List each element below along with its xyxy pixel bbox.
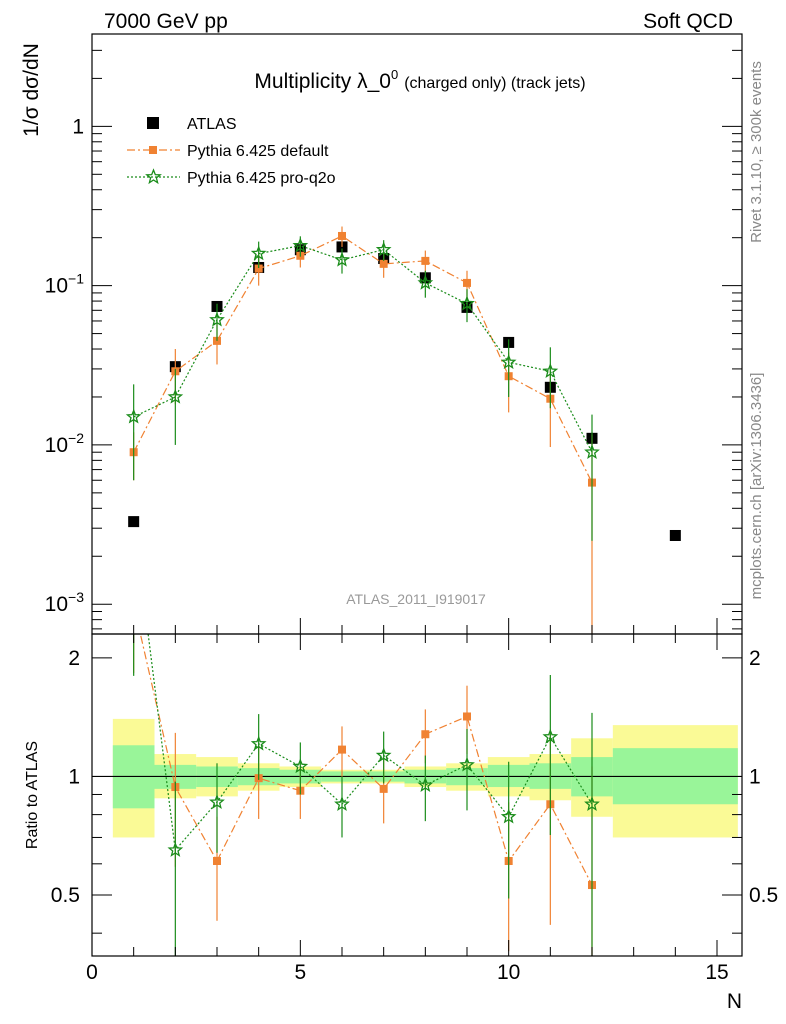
x-axis-title: N: [727, 990, 742, 1013]
data-point-pythia-6-425-pro-q2o-10: [542, 728, 559, 744]
legend-label-atlas: ATLAS: [187, 116, 237, 133]
chart-title-suffix: (charged only) (track jets): [404, 75, 585, 92]
legend-marker-pythia-proq2o: [145, 168, 162, 185]
legend-entry-pythia-default: Pythia 6.425 default: [127, 143, 329, 160]
data-point-pythia-6-425-default-5: [338, 231, 346, 240]
chart-title: Multiplicity λ_00 (charged only) (track j…: [254, 67, 585, 93]
data-point-pythia-6-425-default-2: [213, 856, 221, 865]
legend-label-pythia-default: Pythia 6.425 default: [187, 143, 329, 160]
legend: ATLAS Pythia 6.425 default Pythia 6.425 …: [127, 116, 336, 187]
data-point-pythia-6-425-pro-q2o-9: [500, 808, 517, 824]
ratio-y-tick-label-left-2: 2: [68, 647, 80, 670]
data-point-pythia-6-425-pro-q2o-9: [500, 353, 517, 370]
x-tick-label-10: 10: [497, 961, 520, 984]
data-point-pythia-6-425-pro-q2o-5: [334, 795, 350, 811]
legend-entry-atlas: ATLAS: [147, 116, 237, 133]
data-point-pythia-6-425-default-6: [379, 784, 388, 793]
data-point-pythia-6-425-pro-q2o-6: [375, 241, 392, 257]
data-point-pythia-6-425-pro-q2o-11: [584, 443, 600, 459]
chart-title-main: Multiplicity λ_0: [254, 70, 391, 93]
ratio-y-tick-label-right-0.5: 0.5: [749, 884, 778, 907]
data-point-pythia-6-425-pro-q2o-8: [459, 756, 475, 772]
data-point-pythia-6-425-pro-q2o-2: [209, 793, 225, 809]
legend-marker-atlas: [147, 117, 159, 129]
series-pythia-6-425-pro-q2o: [125, 236, 600, 541]
series-line-pythia-6-425-default: [139, 634, 593, 886]
header-category-label: Soft QCD: [643, 10, 733, 33]
data-point-pythia-6-425-default-5: [338, 745, 346, 754]
data-point-pythia-6-425-pro-q2o-3: [250, 245, 267, 261]
ratio-panel-frame: [91, 633, 743, 957]
series-atlas: [128, 241, 681, 541]
data-point-pythia-6-425-default-8: [463, 278, 471, 287]
data-point-pythia-6-425-pro-q2o-1: [167, 841, 184, 857]
header-energy-label: 7000 GeV pp: [104, 10, 228, 33]
legend-entry-pythia-proq2o: Pythia 6.425 pro-q2o: [127, 168, 336, 187]
ratio-y-tick-label-right-1: 1: [749, 765, 761, 788]
data-point-pythia-6-425-pro-q2o-11: [584, 795, 600, 811]
ratio-panel-series: [130, 601, 600, 956]
chart-title-superscript: 0: [391, 67, 398, 82]
data-point-pythia-6-425-pro-q2o-4: [292, 237, 309, 253]
series-line-pythia-6-425-default: [133, 235, 593, 483]
y-tick-label-2: 10−1: [45, 271, 85, 298]
ratio-y-axis-title: Ratio to ATLAS: [24, 741, 41, 849]
x-tick-label-5: 5: [294, 961, 306, 984]
series-line-pythia-6-425-pro-q2o: [147, 634, 593, 852]
ratio-y-tick-label-right-2: 2: [749, 647, 761, 670]
legend-marker-pythia-default: [149, 146, 157, 154]
data-point-pythia-6-425-pro-q2o-3: [250, 735, 267, 751]
series-pythia-6-425-default: [129, 226, 596, 634]
data-point-pythia-6-425-default-8: [463, 712, 471, 721]
y-tick-label-1: 10−2: [45, 430, 85, 457]
data-point-pythia-6-425-pro-q2o-4: [292, 758, 309, 774]
data-point-pythia-6-425-pro-q2o-8: [459, 295, 475, 311]
x-tick-label-0: 0: [86, 961, 98, 984]
data-point-pythia-6-425-pro-q2o-1: [167, 388, 184, 404]
ratio-series-pythia-6-425-pro-q2o: [133, 634, 600, 956]
data-point-pythia-6-425-pro-q2o-6: [375, 747, 392, 763]
data-point-pythia-6-425-pro-q2o-0: [125, 408, 142, 424]
data-point-pythia-6-425-default-7: [421, 256, 430, 265]
data-point-pythia-6-425-pro-q2o-7: [417, 776, 434, 792]
data-point-pythia-6-425-pro-q2o-7: [417, 274, 434, 290]
legend-label-pythia-proq2o: Pythia 6.425 pro-q2o: [187, 170, 336, 187]
analysis-watermark: ATLAS_2011_I919017: [346, 591, 486, 607]
y-tick-label-0: 10−3: [45, 589, 85, 616]
series-line-pythia-6-425-pro-q2o: [133, 245, 593, 453]
x-tick-label-15: 15: [705, 961, 728, 984]
data-point-pythia-6-425-default-7: [421, 730, 430, 739]
rivet-version-label: Rivet 3.1.10, ≥ 300k events: [748, 61, 765, 243]
axis-ticks: [91, 49, 742, 956]
data-point-pythia-6-425-pro-q2o-5: [334, 251, 350, 267]
y-axis-title: 1/σ dσ/dN: [20, 43, 43, 137]
data-point-pythia-6-425-default-3: [254, 264, 263, 273]
ratio-y-tick-label-left-0.5: 0.5: [51, 884, 80, 907]
main-panel-series: [125, 226, 681, 634]
data-point-atlas-12: [669, 529, 681, 541]
data-point-pythia-6-425-default-0: [130, 601, 138, 609]
mcplots-reference-label: mcplots.cern.ch [arXiv:1306.3436]: [748, 373, 765, 600]
data-point-pythia-6-425-pro-q2o-2: [209, 311, 225, 327]
data-point-pythia-6-425-default-6: [379, 259, 388, 268]
y-tick-label-3: 1: [72, 115, 84, 138]
data-point-pythia-6-425-pro-q2o-10: [542, 363, 559, 378]
data-point-atlas-0: [128, 516, 140, 528]
axis-tick-labels: 0 5 10 15 10−3 10−2 10−1 1 0.5 0.5 1 1 2 2: [45, 115, 779, 984]
ratio-y-tick-label-left-1: 1: [68, 765, 80, 788]
